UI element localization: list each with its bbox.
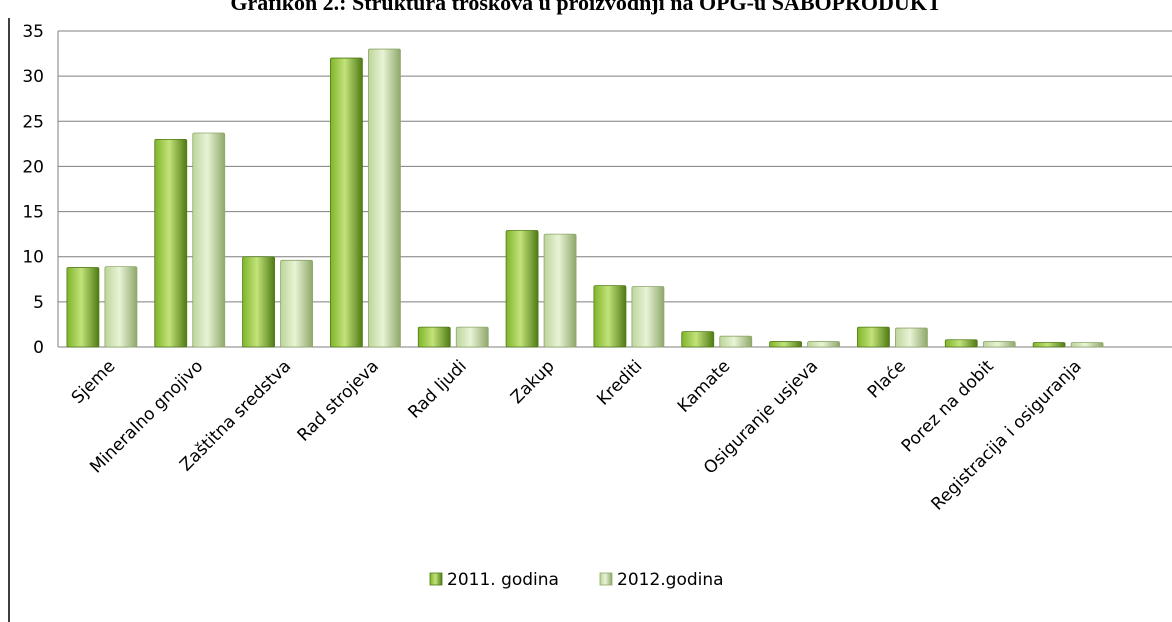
y-tick-label: 35 (22, 22, 44, 42)
bar-series-1 (593, 285, 627, 348)
legend: 2011. godina 2012.godina (429, 570, 724, 590)
legend-swatch (599, 572, 613, 586)
bar-series-1 (242, 256, 275, 348)
bars (66, 48, 1104, 348)
bar-series-1 (66, 267, 100, 348)
legend-label: 2011. godina (447, 570, 559, 590)
chart-title: Grafikon 2.: Struktura troškova u proizv… (230, 0, 942, 15)
y-tick-label: 30 (22, 67, 44, 87)
bar-series-2 (104, 266, 138, 348)
bar-series-1 (681, 331, 715, 348)
x-tick-label: Krediti (593, 356, 646, 409)
y-tick-label: 15 (22, 203, 44, 223)
bar-series-2 (192, 132, 226, 348)
x-tick-label: Kamate (674, 356, 734, 416)
y-tick-label: 20 (22, 157, 44, 177)
legend-swatch (429, 572, 443, 586)
x-tick-label: Sjeme (68, 356, 120, 408)
bar-series-1 (1032, 342, 1066, 348)
y-tick-label: 5 (33, 293, 44, 313)
bar-series-2 (455, 326, 489, 348)
x-tick-label: Porez na dobit (898, 356, 998, 456)
x-tick-label: Zakup (507, 356, 559, 408)
x-tick-label: Plaće (864, 356, 910, 402)
legend-label: 2012.godina (617, 570, 724, 590)
bar-series-2 (807, 341, 840, 348)
y-tick-label: 0 (33, 338, 44, 358)
bar-series-2 (1070, 342, 1104, 348)
bar-series-1 (154, 138, 188, 348)
x-tick-label: Registracija i osiguranja (928, 356, 1086, 514)
bar-series-2 (280, 259, 313, 348)
bar-series-1 (944, 339, 978, 348)
y-axis-tick-labels: 0 5 10 15 20 25 30 35 (22, 22, 44, 358)
y-tick-label: 25 (22, 112, 44, 132)
bar-series-2 (368, 48, 401, 348)
x-tick-label: Rad ljudi (404, 356, 470, 422)
bar-series-2 (631, 286, 665, 348)
bar-series-1 (505, 230, 539, 348)
bar-series-1 (769, 341, 802, 348)
y-tick-label: 10 (22, 248, 44, 268)
bar-series-2 (719, 335, 753, 348)
bar-series-1 (330, 57, 363, 348)
bar-series-2 (982, 341, 1016, 348)
bar-series-1 (857, 326, 890, 348)
bar-series-2 (895, 327, 928, 348)
x-tick-label: Rad strojeva (294, 356, 383, 445)
bar-series-1 (417, 326, 451, 348)
bar-series-2 (543, 233, 577, 348)
